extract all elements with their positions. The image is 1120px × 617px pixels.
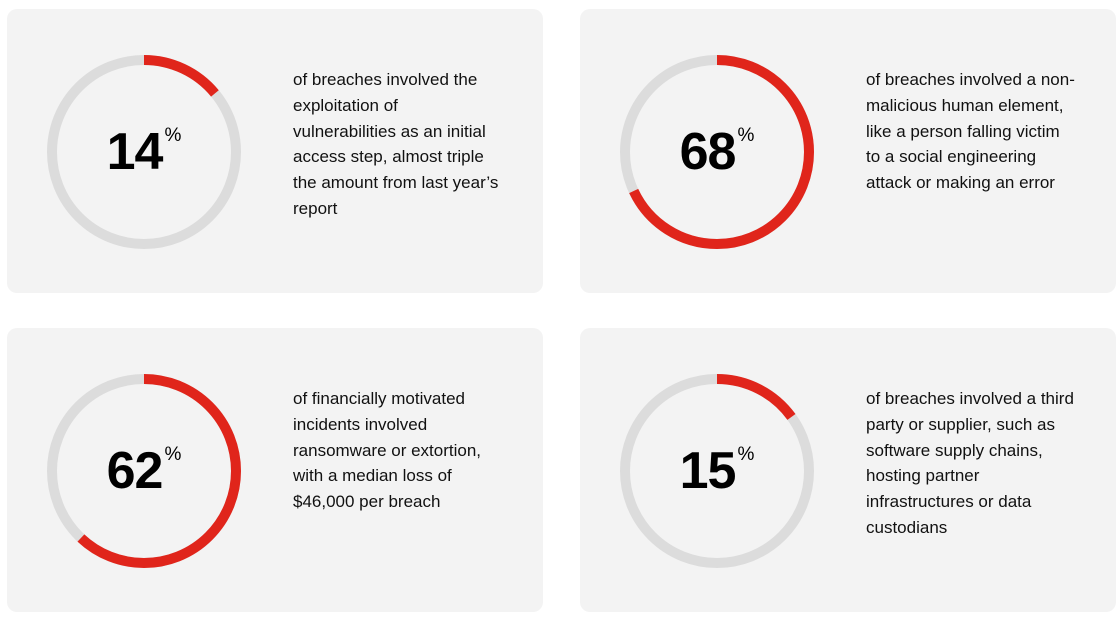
- stat-number: 62: [106, 442, 164, 500]
- stat-card-ransomware: 62 % of financially motivated incidents …: [7, 328, 543, 612]
- stat-description: of breaches involved a third party or su…: [866, 389, 1074, 537]
- donut-progress: [620, 374, 814, 568]
- stat-card-third-party: 15 % of breaches involved a third party …: [580, 328, 1116, 612]
- donut-progress: [47, 374, 241, 568]
- stat-unit: %: [737, 125, 755, 146]
- donut-svg: [47, 374, 241, 568]
- stat-number: 68: [679, 123, 737, 181]
- stat-description: of breaches involved the exploitation of…: [293, 70, 499, 218]
- stat-number: 15: [679, 442, 737, 500]
- stat-unit: %: [164, 444, 182, 465]
- donut-chart: 14 %: [47, 55, 241, 249]
- stat-card-vulnerabilities: 14 % of breaches involved the exploitati…: [7, 9, 543, 293]
- stat-unit: %: [737, 444, 755, 465]
- donut-chart: 15 %: [620, 374, 814, 568]
- stat-unit: %: [164, 125, 182, 146]
- stat-value: 62 %: [47, 374, 241, 568]
- stat-description: of breaches involved a non-malicious hum…: [866, 70, 1075, 193]
- donut-svg: [620, 55, 814, 249]
- stat-number: 14: [106, 123, 164, 181]
- stat-value: 15 %: [620, 374, 814, 568]
- donut-svg: [47, 55, 241, 249]
- donut-progress: [620, 55, 814, 249]
- donut-progress: [47, 55, 241, 249]
- stat-card-human-element: 68 % of breaches involved a non-maliciou…: [580, 9, 1116, 293]
- stat-value: 68 %: [620, 55, 814, 249]
- donut-svg: [620, 374, 814, 568]
- stat-value: 14 %: [47, 55, 241, 249]
- donut-chart: 68 %: [620, 55, 814, 249]
- stat-description: of financially motivated incidents invol…: [293, 389, 482, 512]
- donut-chart: 62 %: [47, 374, 241, 568]
